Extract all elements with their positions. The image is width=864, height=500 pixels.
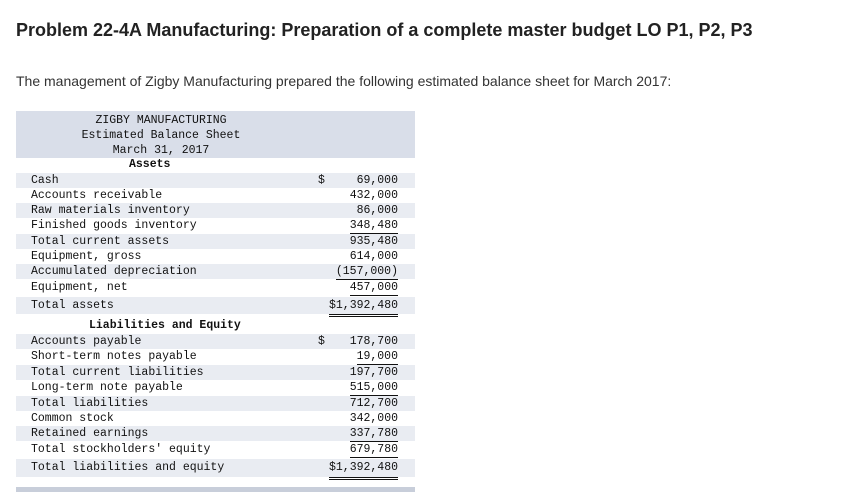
page-title: Problem 22-4A Manufacturing: Preparation…: [16, 20, 753, 40]
table-row: Accumulated depreciation (157,000): [16, 264, 415, 280]
table-row: Total current assets 935,480: [16, 234, 415, 249]
table-row: Equipment, net 457,000: [16, 280, 415, 296]
dollar-sign: $: [318, 174, 325, 187]
balance-sheet: ZIGBY MANUFACTURING Estimated Balance Sh…: [16, 111, 415, 492]
row-value: 515,000: [349, 381, 398, 396]
table-row: Accounts payable $ 178,700: [16, 334, 415, 349]
row-label: Accumulated depreciation: [31, 265, 197, 278]
intro-text: The management of Zigby Manufacturing pr…: [16, 73, 672, 89]
liabilities-heading: Liabilities and Equity: [89, 319, 241, 332]
row-label: Common stock: [31, 412, 114, 425]
table-row: Retained earnings 337,780: [16, 426, 415, 442]
row-value: 178,700: [349, 335, 398, 348]
row-value: 348,480: [349, 219, 398, 234]
table-row: Equipment, gross 614,000: [16, 249, 415, 264]
row-label: Finished goods inventory: [31, 219, 197, 232]
sheet-header: ZIGBY MANUFACTURING Estimated Balance Sh…: [16, 111, 415, 158]
row-value: 342,000: [349, 412, 398, 425]
company-name: ZIGBY MANUFACTURING: [95, 114, 227, 127]
row-label: Total liabilities and equity: [31, 461, 225, 474]
row-value: 69,000: [356, 174, 398, 187]
row-label: Accounts receivable: [31, 189, 163, 202]
assets-heading: Assets: [129, 158, 171, 171]
row-label: Total assets: [31, 299, 114, 312]
table-row: Finished goods inventory 348,480: [16, 218, 415, 234]
table-row: Cash $ 69,000: [16, 173, 415, 188]
table-row: Total assets $1,392,480: [16, 297, 415, 317]
row-value: $1,392,480: [328, 297, 398, 317]
row-label: Total liabilities: [31, 397, 149, 410]
row-value: 457,000: [349, 281, 398, 296]
dollar-sign: $: [318, 335, 325, 348]
table-row: Long-term note payable 515,000: [16, 380, 415, 396]
table-row: Total liabilities 712,700: [16, 396, 415, 411]
table-bottom-bar: [16, 487, 415, 492]
row-label: Total current assets: [31, 235, 170, 248]
table-row: Accounts receivable 432,000: [16, 188, 415, 203]
table-row: Raw materials inventory 86,000: [16, 203, 415, 218]
row-label: Equipment, net: [31, 281, 128, 294]
row-value: 712,700: [349, 397, 398, 410]
row-label: Total current liabilities: [31, 366, 204, 379]
table-row: Total stockholders' equity 679,780: [16, 442, 415, 458]
table-row: Total liabilities and equity $1,392,480: [16, 459, 415, 480]
row-value: 614,000: [349, 250, 398, 263]
row-label: Retained earnings: [31, 427, 149, 440]
row-value: 679,780: [349, 443, 398, 458]
row-value: 432,000: [349, 189, 398, 202]
row-value: 19,000: [356, 350, 398, 365]
statement-date: March 31, 2017: [112, 144, 210, 157]
row-label: Accounts payable: [31, 335, 142, 348]
table-row: Common stock 342,000: [16, 411, 415, 426]
row-label: Raw materials inventory: [31, 204, 190, 217]
table-row: Total current liabilities 197,700: [16, 365, 415, 380]
table-row: Short-term notes payable 19,000: [16, 349, 415, 365]
row-label: Short-term notes payable: [31, 350, 197, 363]
statement-title: Estimated Balance Sheet: [81, 129, 241, 142]
row-label: Cash: [31, 174, 59, 187]
row-label: Long-term note payable: [31, 381, 183, 394]
row-value: $1,392,480: [328, 459, 398, 480]
row-label: Equipment, gross: [31, 250, 142, 263]
row-value: 197,700: [349, 366, 398, 379]
row-value: 935,480: [349, 235, 398, 248]
row-label: Total stockholders' equity: [31, 443, 211, 456]
row-value: (157,000): [335, 265, 398, 280]
row-value: 86,000: [356, 204, 398, 217]
row-value: 337,780: [349, 427, 398, 442]
